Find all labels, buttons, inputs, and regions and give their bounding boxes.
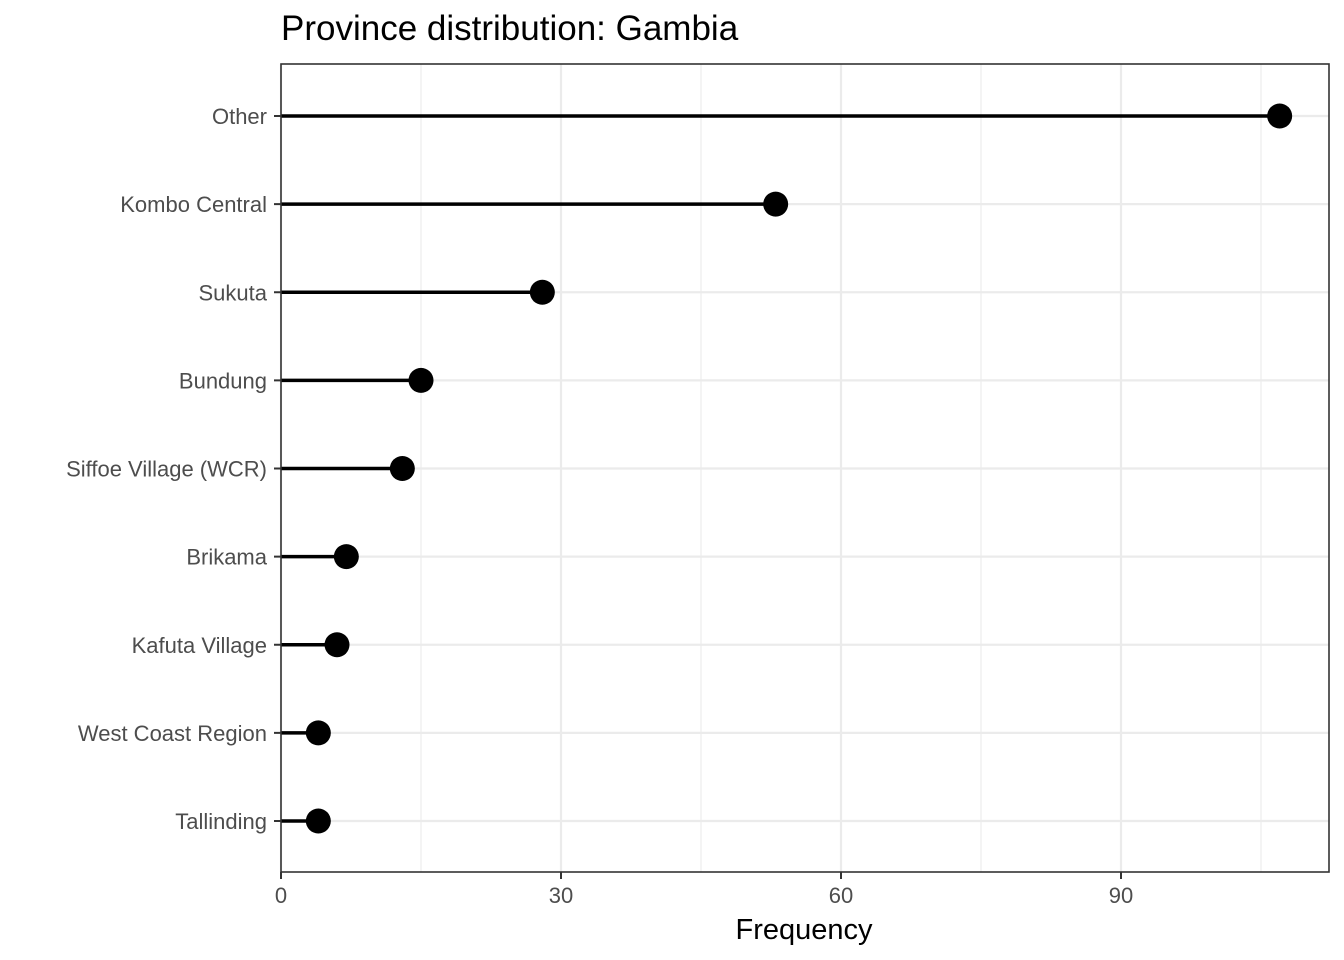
lollipop-point bbox=[408, 367, 434, 393]
lollipop-point bbox=[1267, 103, 1293, 129]
x-tick-label: 30 bbox=[549, 883, 573, 908]
y-tick-label: Tallinding bbox=[175, 809, 267, 834]
lollipop-point bbox=[763, 191, 789, 217]
y-tick-label: Kombo Central bbox=[120, 192, 267, 217]
lollipop-point bbox=[305, 808, 331, 834]
x-axis-label: Frequency bbox=[735, 914, 873, 946]
x-tick-label: 0 bbox=[275, 883, 287, 908]
y-tick-label: Kafuta Village bbox=[132, 633, 267, 658]
x-tick-label: 90 bbox=[1109, 883, 1133, 908]
x-tick-label: 60 bbox=[829, 883, 853, 908]
lollipop-point bbox=[389, 456, 415, 481]
y-tick-label: Siffoe Village (WCR) bbox=[66, 457, 267, 482]
y-tick-label: Other bbox=[212, 104, 267, 129]
lollipop-point bbox=[324, 632, 350, 658]
lollipop-marks bbox=[281, 103, 1293, 834]
lollipop-point bbox=[333, 544, 359, 570]
y-tick-label: Bundung bbox=[179, 368, 267, 393]
chart-title: Province distribution: Gambia bbox=[281, 9, 739, 48]
axes: Other Kombo Central Sukuta Bundung Siffoe Vi… bbox=[66, 104, 1133, 908]
lollipop-point bbox=[305, 720, 331, 746]
y-tick-label: Sukuta bbox=[199, 280, 268, 305]
y-tick-label: West Coast Region bbox=[78, 721, 267, 746]
y-tick-label: Brikama bbox=[186, 545, 267, 570]
lollipop-point bbox=[529, 279, 555, 305]
